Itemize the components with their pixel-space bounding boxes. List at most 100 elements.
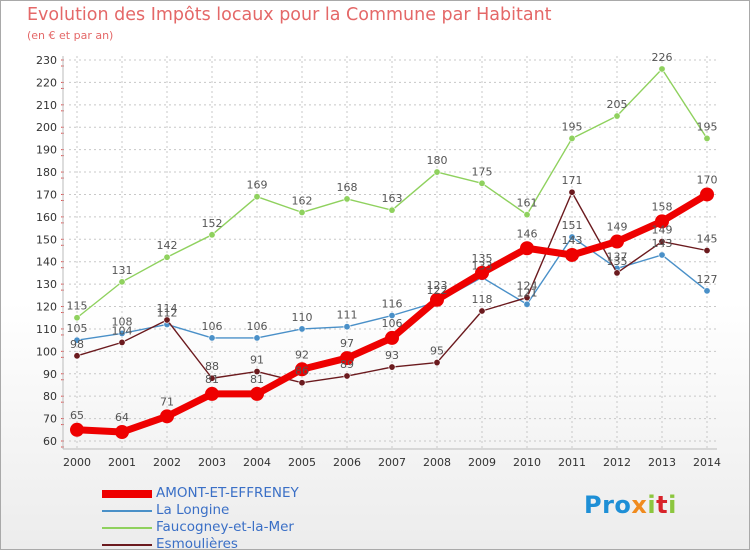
data-label: 88 (205, 360, 219, 373)
y-tick-label: 200 (36, 121, 57, 134)
x-tick-label: 2004 (243, 456, 271, 469)
legend-label: Faucogney-et-la-Mer (156, 519, 294, 535)
data-label: 95 (430, 345, 444, 358)
y-tick-label: 110 (36, 323, 57, 336)
data-label: 122 (427, 284, 448, 297)
data-label: 143 (652, 237, 673, 250)
data-label: 64 (115, 411, 129, 424)
data-point (478, 307, 486, 315)
data-label: 106 (382, 317, 403, 330)
x-tick-label: 2000 (63, 456, 91, 469)
y-tick-label: 230 (36, 54, 57, 67)
data-point (73, 314, 81, 322)
data-label: 149 (652, 224, 673, 237)
data-label: 116 (382, 297, 403, 310)
y-tick-label: 150 (36, 233, 57, 246)
data-point (253, 193, 261, 201)
data-label: 121 (517, 286, 538, 299)
x-tick-label: 2010 (513, 456, 541, 469)
data-label: 111 (337, 309, 358, 322)
data-label: 170 (697, 173, 718, 186)
data-point (568, 233, 576, 241)
data-point (163, 253, 171, 261)
data-point (568, 188, 576, 196)
y-tick-label: 190 (36, 144, 57, 157)
data-label: 205 (607, 98, 628, 111)
data-label: 143 (562, 234, 583, 247)
data-point (523, 211, 531, 219)
data-label: 135 (607, 255, 628, 268)
y-tick-label: 100 (36, 345, 57, 358)
data-point (523, 300, 531, 308)
legend-label: Esmoulières (156, 536, 238, 552)
series-amont-et-effreney (70, 187, 714, 440)
legend-label: La Longine (156, 502, 230, 518)
data-point (73, 352, 81, 360)
data-point (703, 134, 711, 142)
proxiti-logo: Proxiti (584, 491, 677, 519)
data-point (118, 329, 126, 337)
data-label: 92 (295, 348, 309, 361)
legend-label: AMONT-ET-EFFRENEY (156, 485, 299, 501)
y-tick-label: 170 (36, 188, 57, 201)
y-tick-label: 120 (36, 301, 57, 314)
data-point (475, 265, 489, 280)
data-label: 169 (247, 179, 268, 192)
data-label: 127 (697, 273, 718, 286)
data-label: 123 (427, 279, 448, 292)
data-point (160, 409, 174, 424)
data-point (298, 208, 306, 216)
data-label: 93 (385, 349, 399, 362)
y-tick-label: 80 (43, 390, 57, 403)
data-point (523, 294, 531, 302)
data-label: 81 (250, 373, 264, 386)
x-tick-label: 2014 (693, 456, 721, 469)
data-point (703, 247, 711, 255)
x-tick-label: 2003 (198, 456, 226, 469)
data-label: 131 (112, 264, 133, 277)
data-point (163, 316, 171, 324)
y-tick-label: 160 (36, 211, 57, 224)
data-label: 158 (652, 200, 673, 213)
data-point (118, 338, 126, 346)
data-label: 137 (607, 250, 628, 263)
data-label: 135 (472, 252, 493, 265)
data-label: 105 (67, 322, 88, 335)
data-point (208, 231, 216, 239)
data-point (208, 374, 216, 382)
data-label: 108 (112, 315, 133, 328)
data-label: 175 (472, 165, 493, 178)
data-point (565, 247, 579, 262)
data-label: 152 (202, 217, 223, 230)
data-label: 162 (292, 194, 313, 207)
x-tick-label: 2011 (558, 456, 586, 469)
data-point (340, 351, 354, 366)
data-label: 115 (67, 300, 88, 313)
data-label: 180 (427, 154, 448, 167)
data-point (253, 368, 261, 376)
data-point (433, 168, 441, 176)
data-label: 226 (652, 51, 673, 64)
data-label: 91 (250, 354, 264, 367)
data-point (388, 311, 396, 319)
data-point (388, 206, 396, 214)
y-tick-label: 130 (36, 278, 57, 291)
data-point (385, 330, 399, 345)
y-tick-label: 220 (36, 76, 57, 89)
data-point (343, 372, 351, 380)
data-point (430, 292, 444, 307)
data-label: 171 (562, 174, 583, 187)
data-label: 146 (517, 227, 538, 240)
data-label: 133 (472, 259, 493, 272)
x-tick-label: 2009 (468, 456, 496, 469)
data-point (520, 241, 534, 256)
data-label: 124 (517, 280, 538, 293)
legend-swatch (102, 510, 152, 512)
data-label: 65 (70, 409, 84, 422)
data-point (118, 278, 126, 286)
y-tick-label: 180 (36, 166, 57, 179)
data-point (253, 334, 261, 342)
